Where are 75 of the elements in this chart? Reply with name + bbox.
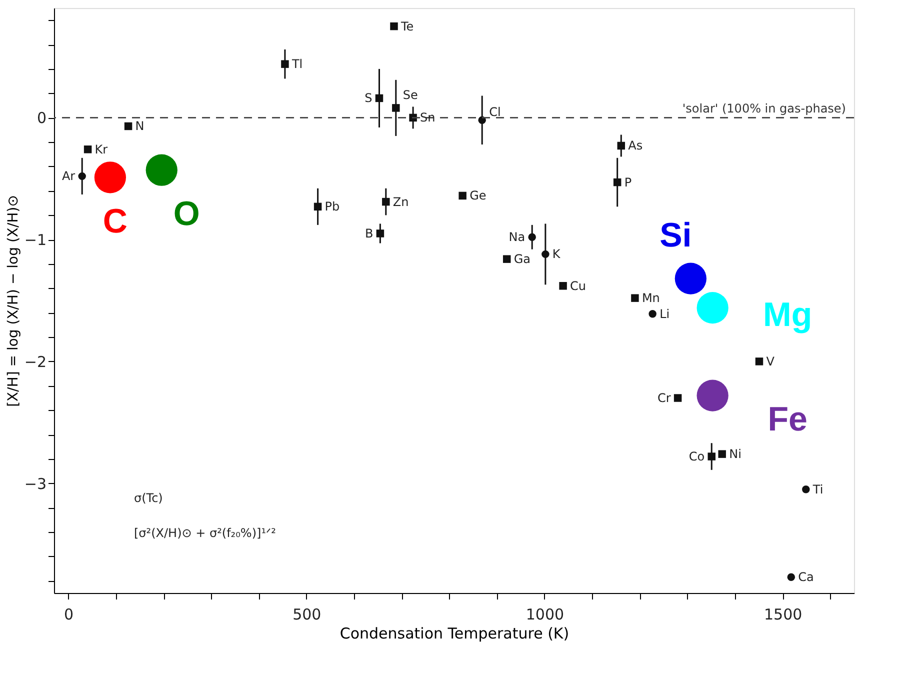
point <box>94 162 126 194</box>
point <box>84 146 92 154</box>
annotation: Kr <box>94 142 108 156</box>
point <box>787 573 796 582</box>
annotation: B <box>364 226 374 240</box>
annotation: Ca <box>798 570 814 584</box>
annotation: Na <box>508 230 526 244</box>
annotation: [σ²(X/H)⊙ + σ²(f₂₀%)]¹ᐟ² <box>134 526 276 540</box>
point <box>382 198 390 206</box>
series-label: C <box>102 202 128 240</box>
annotation: Cr <box>657 391 671 405</box>
y-axis-title: [X/H] = log (X/H) − log (X/H)⊙ <box>5 195 22 407</box>
annotation: P <box>624 175 632 190</box>
annotation: Ge <box>470 188 486 203</box>
point <box>281 60 289 68</box>
series-label: O <box>173 195 200 234</box>
annotation: K <box>552 247 562 262</box>
point <box>124 122 132 130</box>
point <box>502 255 511 263</box>
annotation: V <box>766 354 776 368</box>
y-tick-label: −3 <box>24 474 46 493</box>
point <box>542 250 550 258</box>
x-tick-label: 1000 <box>526 606 564 624</box>
annotation: Ti <box>812 482 824 496</box>
y-tick-label: −1 <box>24 231 46 250</box>
annotation: Ni <box>729 447 742 462</box>
annotation: S <box>364 91 372 106</box>
point <box>755 358 764 366</box>
annotation: Mn <box>642 291 660 306</box>
point <box>146 154 178 186</box>
point <box>648 310 656 318</box>
point <box>376 230 384 238</box>
annotation: Cu <box>570 278 586 293</box>
annotation: Cl <box>489 105 501 120</box>
x-axis-title: Condensation Temperature (K) <box>340 624 570 642</box>
point <box>674 394 682 402</box>
series-label: Mg <box>763 296 812 334</box>
x-tick-label: 500 <box>292 606 322 624</box>
ref-line-label: 'solar' (100% in gas-phase) <box>682 102 846 116</box>
point <box>390 22 398 30</box>
annotation: Pb <box>324 200 340 214</box>
point <box>613 178 622 186</box>
point <box>696 292 728 324</box>
point <box>617 142 626 150</box>
annotation: As <box>628 138 643 153</box>
x-tick-label: 0 <box>64 606 74 624</box>
annotation: Co <box>688 450 705 464</box>
point <box>631 294 639 302</box>
annotation: Se <box>402 88 418 102</box>
point <box>78 172 86 180</box>
series-label: Si <box>660 216 692 255</box>
annotation: Sn <box>420 110 436 125</box>
point <box>528 233 536 241</box>
annotation: Te <box>400 19 414 34</box>
annotation: Ar <box>62 169 76 184</box>
annotation: Zn <box>392 194 409 209</box>
annotation: σ(Tc) <box>134 491 163 505</box>
point <box>802 486 810 494</box>
y-tick-label: 0 <box>36 109 46 128</box>
point <box>718 450 726 458</box>
annotation: Ga <box>514 252 531 266</box>
point <box>458 192 466 200</box>
point <box>708 452 716 460</box>
y-tick-label: −2 <box>24 352 46 371</box>
annotation: Li <box>660 306 670 321</box>
point <box>392 104 400 112</box>
point <box>559 282 567 290</box>
series-label: Fe <box>768 400 808 439</box>
point <box>696 380 728 412</box>
x-tick-label: 1500 <box>764 606 802 624</box>
annotation: N <box>135 119 144 134</box>
point <box>314 202 322 211</box>
point <box>674 262 706 294</box>
annotation: Tl <box>290 57 303 72</box>
point <box>375 94 384 102</box>
